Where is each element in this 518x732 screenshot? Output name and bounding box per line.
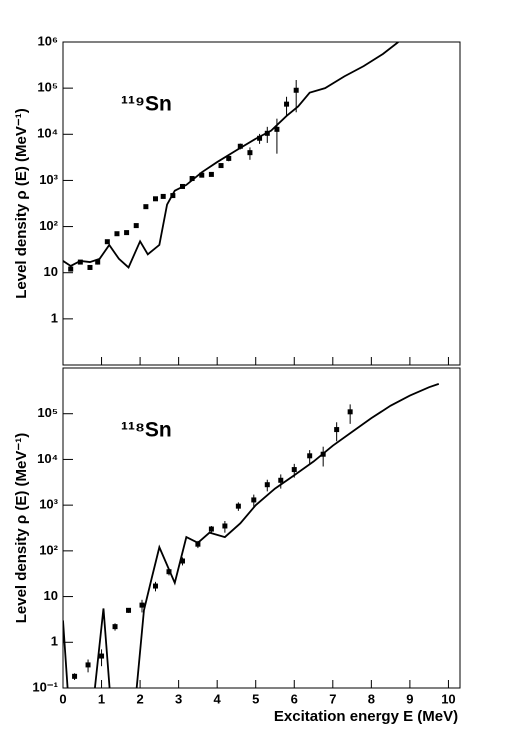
y-axis-title: Level density ρ (E) (MeV⁻¹): [13, 108, 30, 299]
data-point: [179, 558, 185, 564]
data-point: [87, 264, 93, 270]
data-point: [218, 163, 224, 169]
data-point: [160, 193, 166, 199]
data-point: [284, 101, 290, 107]
data-point: [237, 143, 243, 149]
x-tick-label: 9: [406, 691, 413, 706]
data-point: [189, 176, 195, 182]
data-point: [124, 230, 130, 236]
x-axis-title: Excitation energy E (MeV): [274, 708, 458, 725]
data-point: [139, 602, 145, 608]
x-tick-label: 10: [441, 691, 455, 706]
data-point: [222, 523, 228, 529]
y-tick-label: 10²: [39, 218, 58, 233]
x-tick-label: 7: [329, 691, 336, 706]
plot-frame: [62, 367, 461, 689]
y-tick-label: 1: [51, 634, 58, 649]
data-point: [334, 427, 340, 433]
y-tick-label: 10⁴: [37, 451, 58, 466]
data-point: [179, 183, 185, 189]
data-point: [235, 503, 241, 509]
data-point: [251, 497, 257, 503]
annotation: ¹¹⁹Sn: [121, 93, 172, 116]
data-point: [264, 130, 270, 136]
data-point: [347, 409, 353, 415]
data-point: [195, 541, 201, 547]
plot-frame: [62, 41, 461, 366]
model-line: [63, 42, 399, 269]
data-point: [133, 223, 139, 229]
y-tick-label: 10⁵: [37, 80, 58, 95]
data-point: [307, 453, 313, 459]
data-point: [170, 193, 176, 199]
data-point: [112, 624, 118, 630]
data-point: [99, 653, 105, 659]
x-tick-label: 8: [368, 691, 375, 706]
data-point: [143, 204, 149, 210]
data-point: [72, 673, 78, 679]
x-tick-label: 6: [291, 691, 298, 706]
data-point: [153, 583, 159, 589]
data-point: [114, 231, 120, 237]
y-tick-label: 10⁶: [38, 33, 58, 48]
data-point: [264, 482, 270, 488]
data-point: [208, 171, 214, 177]
y-tick-label: 10²: [39, 542, 58, 557]
data-point: [293, 87, 299, 93]
data-point: [126, 607, 132, 613]
y-tick-label: 10: [44, 264, 58, 279]
data-point: [166, 569, 172, 575]
model-line: [63, 383, 440, 688]
y-tick-label: 10³: [39, 172, 58, 187]
x-tick-label: 5: [252, 691, 259, 706]
data-point: [226, 155, 232, 161]
data-point: [278, 477, 284, 483]
y-tick-label: 10³: [39, 497, 58, 512]
data-point: [153, 196, 159, 202]
data-point: [320, 451, 326, 457]
annotation: ¹¹⁸Sn: [121, 419, 172, 442]
y-tick-label: 1: [51, 310, 58, 325]
data-point: [104, 239, 110, 245]
data-point: [77, 259, 83, 265]
x-tick-label: 1: [98, 691, 105, 706]
y-axis-title: Level density ρ (E) (MeV⁻¹): [13, 433, 30, 624]
data-point: [95, 259, 101, 265]
y-tick-label: 10: [44, 588, 58, 603]
x-tick-label: 0: [59, 691, 66, 706]
data-point: [291, 467, 297, 473]
data-point: [85, 662, 91, 668]
data-point: [199, 172, 205, 178]
x-tick-label: 3: [175, 691, 182, 706]
data-point: [247, 150, 253, 156]
data-point: [208, 526, 214, 532]
data-point: [274, 126, 280, 132]
data-point: [68, 266, 74, 272]
x-tick-label: 2: [136, 691, 143, 706]
x-tick-label: 4: [214, 691, 222, 706]
y-tick-label: 10⁵: [37, 405, 58, 420]
data-point: [257, 135, 263, 141]
y-tick-label: 10⁴: [37, 126, 58, 141]
y-tick-label: 10⁻¹: [32, 679, 58, 694]
